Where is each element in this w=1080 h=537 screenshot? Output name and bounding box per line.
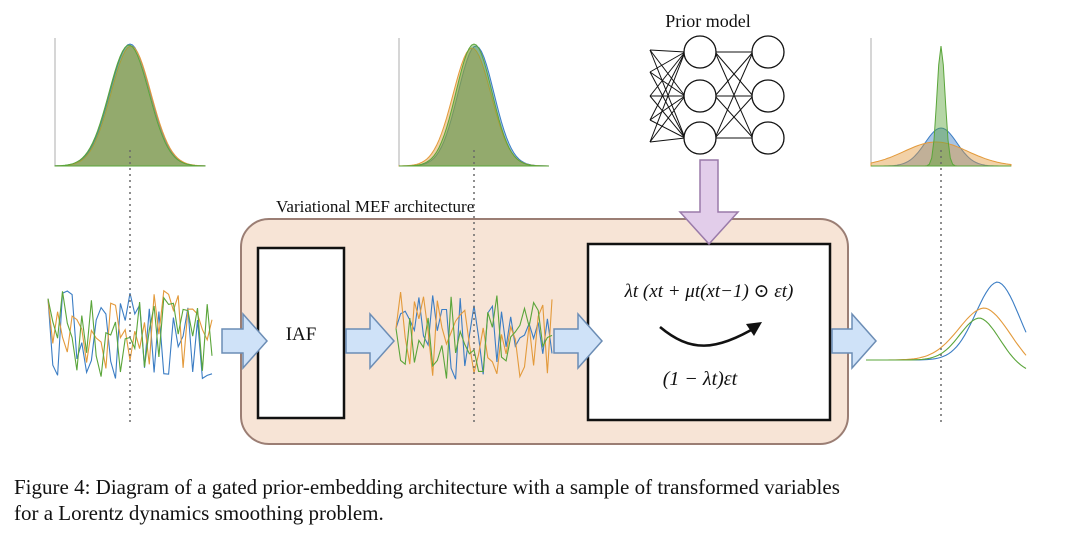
histogram-series-2 xyxy=(54,45,206,167)
histogram-panel-1 xyxy=(54,38,206,167)
histogram-panel-4 xyxy=(870,38,1012,167)
histogram-series-3 xyxy=(54,44,206,167)
arrow-input-to-iaf xyxy=(221,312,269,370)
arrow-gate-to-output xyxy=(831,312,878,370)
figure-caption: Figure 4: Diagram of a gated prior-embed… xyxy=(14,474,1074,526)
histogram-series-2 xyxy=(870,141,1012,167)
iaf-box xyxy=(256,246,346,420)
histogram-panel-2 xyxy=(398,38,550,167)
caption-line-1: Figure 4: Diagram of a gated prior-embed… xyxy=(14,475,840,499)
gate-formula-bottom: (1 − λt)εt xyxy=(663,368,738,390)
gate-formula-top: λt (xt + μt(xt−1) ⊙ εt) xyxy=(624,281,794,302)
prior-model-network xyxy=(649,35,785,155)
gate-box xyxy=(586,242,832,422)
gate-curved-arrow xyxy=(659,324,759,347)
arrow-series-to-gate xyxy=(553,312,604,370)
iaf-label: IAF xyxy=(286,324,317,345)
prior-model-label: Prior model xyxy=(665,11,751,31)
histogram-series-3 xyxy=(871,45,1011,167)
histogram-series-3 xyxy=(399,43,549,167)
arrow-prior-to-gate xyxy=(678,159,740,246)
density-output xyxy=(866,281,1027,369)
architecture-label: Variational MEF architecture xyxy=(276,197,474,216)
timeseries-input xyxy=(47,289,213,380)
arrow-iaf-to-series xyxy=(345,312,396,370)
caption-line-2: for a Lorentz dynamics smoothing problem… xyxy=(14,501,384,525)
gate-arrow-head xyxy=(746,322,762,336)
